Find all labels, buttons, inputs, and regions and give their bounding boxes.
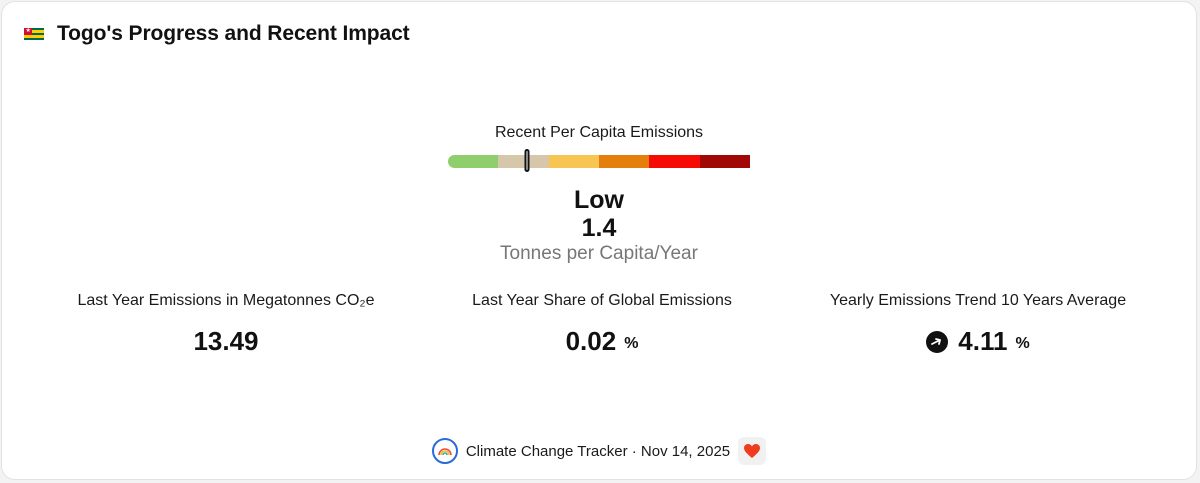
gauge-unit: Tonnes per Capita/Year (500, 243, 698, 264)
stat-label: Last Year Share of Global Emissions (472, 292, 732, 309)
per-capita-gauge: Recent Per Capita Emissions Low 1.4 Tonn… (2, 124, 1196, 265)
heart-icon (744, 444, 761, 458)
stat-number: 13.49 (193, 326, 259, 356)
stat-trend: Yearly Emissions Trend 10 Years Average … (778, 292, 1178, 357)
stat-value: 13.49 (193, 326, 258, 357)
gauge-segment-1 (448, 155, 499, 168)
arrow-right-circle-icon (926, 330, 949, 353)
stat-emissions: Last Year Emissions in Megatonnes CO₂e 1… (26, 292, 426, 357)
stat-global-share: Last Year Share of Global Emissions 0.02… (402, 292, 802, 357)
stat-value: 4.11 % (926, 326, 1030, 357)
gauge-segment-2 (498, 155, 549, 168)
climate-tracker-logo-icon[interactable] (431, 438, 458, 464)
footer-source[interactable]: Climate Change Tracker · Nov 14, 2025 (465, 442, 731, 460)
card-footer: Climate Change Tracker · Nov 14, 2025 (2, 437, 1196, 465)
card-header: ★ Togo's Progress and Recent Impact (24, 22, 410, 46)
gauge-segment-6 (699, 155, 750, 168)
stat-number: 4.11 (958, 326, 1008, 356)
card-title: Togo's Progress and Recent Impact (57, 22, 410, 45)
gauge-segment-3 (548, 155, 599, 168)
gauge-segment-4 (598, 155, 650, 168)
heart-button[interactable] (738, 437, 767, 465)
stat-unit: % (1015, 334, 1030, 352)
gauge-label: Recent Per Capita Emissions (494, 124, 704, 141)
stat-number: 0.02 (565, 326, 617, 356)
gauge-level: Low (574, 186, 624, 214)
gauge-marker (524, 149, 530, 172)
stat-label: Last Year Emissions in Megatonnes CO₂e (77, 292, 375, 309)
stat-value: 0.02 % (566, 326, 639, 357)
togo-flag-icon: ★ (24, 27, 44, 41)
gauge-value: 1.4 (581, 214, 617, 242)
gauge-segment-5 (649, 155, 700, 168)
gauge-bar (448, 149, 750, 172)
stat-unit: % (624, 334, 639, 352)
stat-label: Yearly Emissions Trend 10 Years Average (829, 292, 1127, 309)
